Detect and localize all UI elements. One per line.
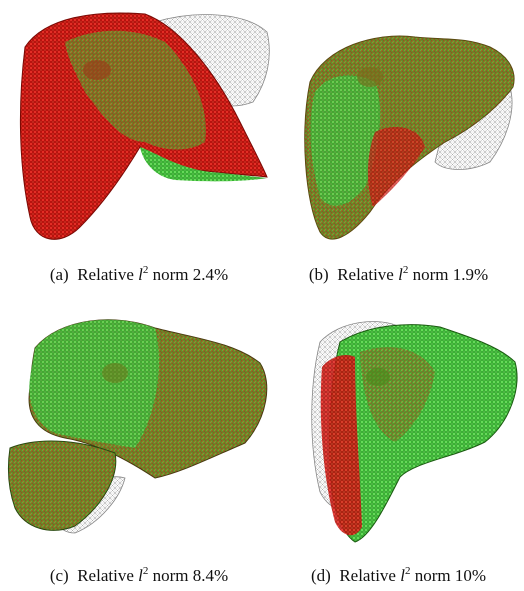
panel-d-mesh	[311, 321, 518, 543]
caption-a-sup: 2	[142, 264, 149, 276]
caption-d: (d) Relative l2 norm 10%	[276, 566, 521, 586]
caption-a-value: norm 2.4%	[152, 265, 229, 284]
panel-c-mesh	[7, 319, 268, 534]
caption-a-symbol: l	[138, 265, 143, 284]
panel-d-red-band	[320, 355, 362, 536]
caption-c-value: norm 8.4%	[152, 566, 229, 585]
panel-c-green-left	[29, 319, 159, 448]
panel-a-mesh	[19, 12, 270, 240]
caption-b: (b) Relative l2 norm 1.9%	[276, 265, 521, 285]
caption-c-text: Relative	[77, 566, 134, 585]
caption-b-sup: 2	[402, 264, 409, 276]
caption-b-symbol: l	[398, 265, 403, 284]
caption-d-label: (d)	[310, 566, 331, 585]
caption-c: (c) Relative l2 norm 8.4%	[8, 566, 270, 586]
caption-a: (a) Relative l2 norm 2.4%	[8, 265, 270, 285]
caption-a-text: Relative	[77, 265, 134, 284]
caption-d-symbol: l	[400, 566, 405, 585]
panel-c-lower-lobe	[7, 440, 117, 531]
caption-c-sup: 2	[142, 565, 149, 577]
caption-c-symbol: l	[138, 566, 143, 585]
panel-b-red-patch	[367, 127, 425, 207]
panel-b-green-patch	[310, 75, 381, 206]
caption-b-label: (b)	[308, 265, 329, 284]
caption-d-text: Relative	[339, 566, 396, 585]
panel-b-mesh	[304, 35, 515, 240]
caption-d-sup: 2	[404, 565, 411, 577]
caption-b-value: norm 1.9%	[412, 265, 489, 284]
panel-a-green-lobe	[140, 147, 267, 182]
caption-b-text: Relative	[337, 265, 394, 284]
caption-c-label: (c)	[49, 566, 69, 585]
caption-a-label: (a)	[49, 265, 69, 284]
caption-d-value: norm 10%	[414, 566, 486, 585]
